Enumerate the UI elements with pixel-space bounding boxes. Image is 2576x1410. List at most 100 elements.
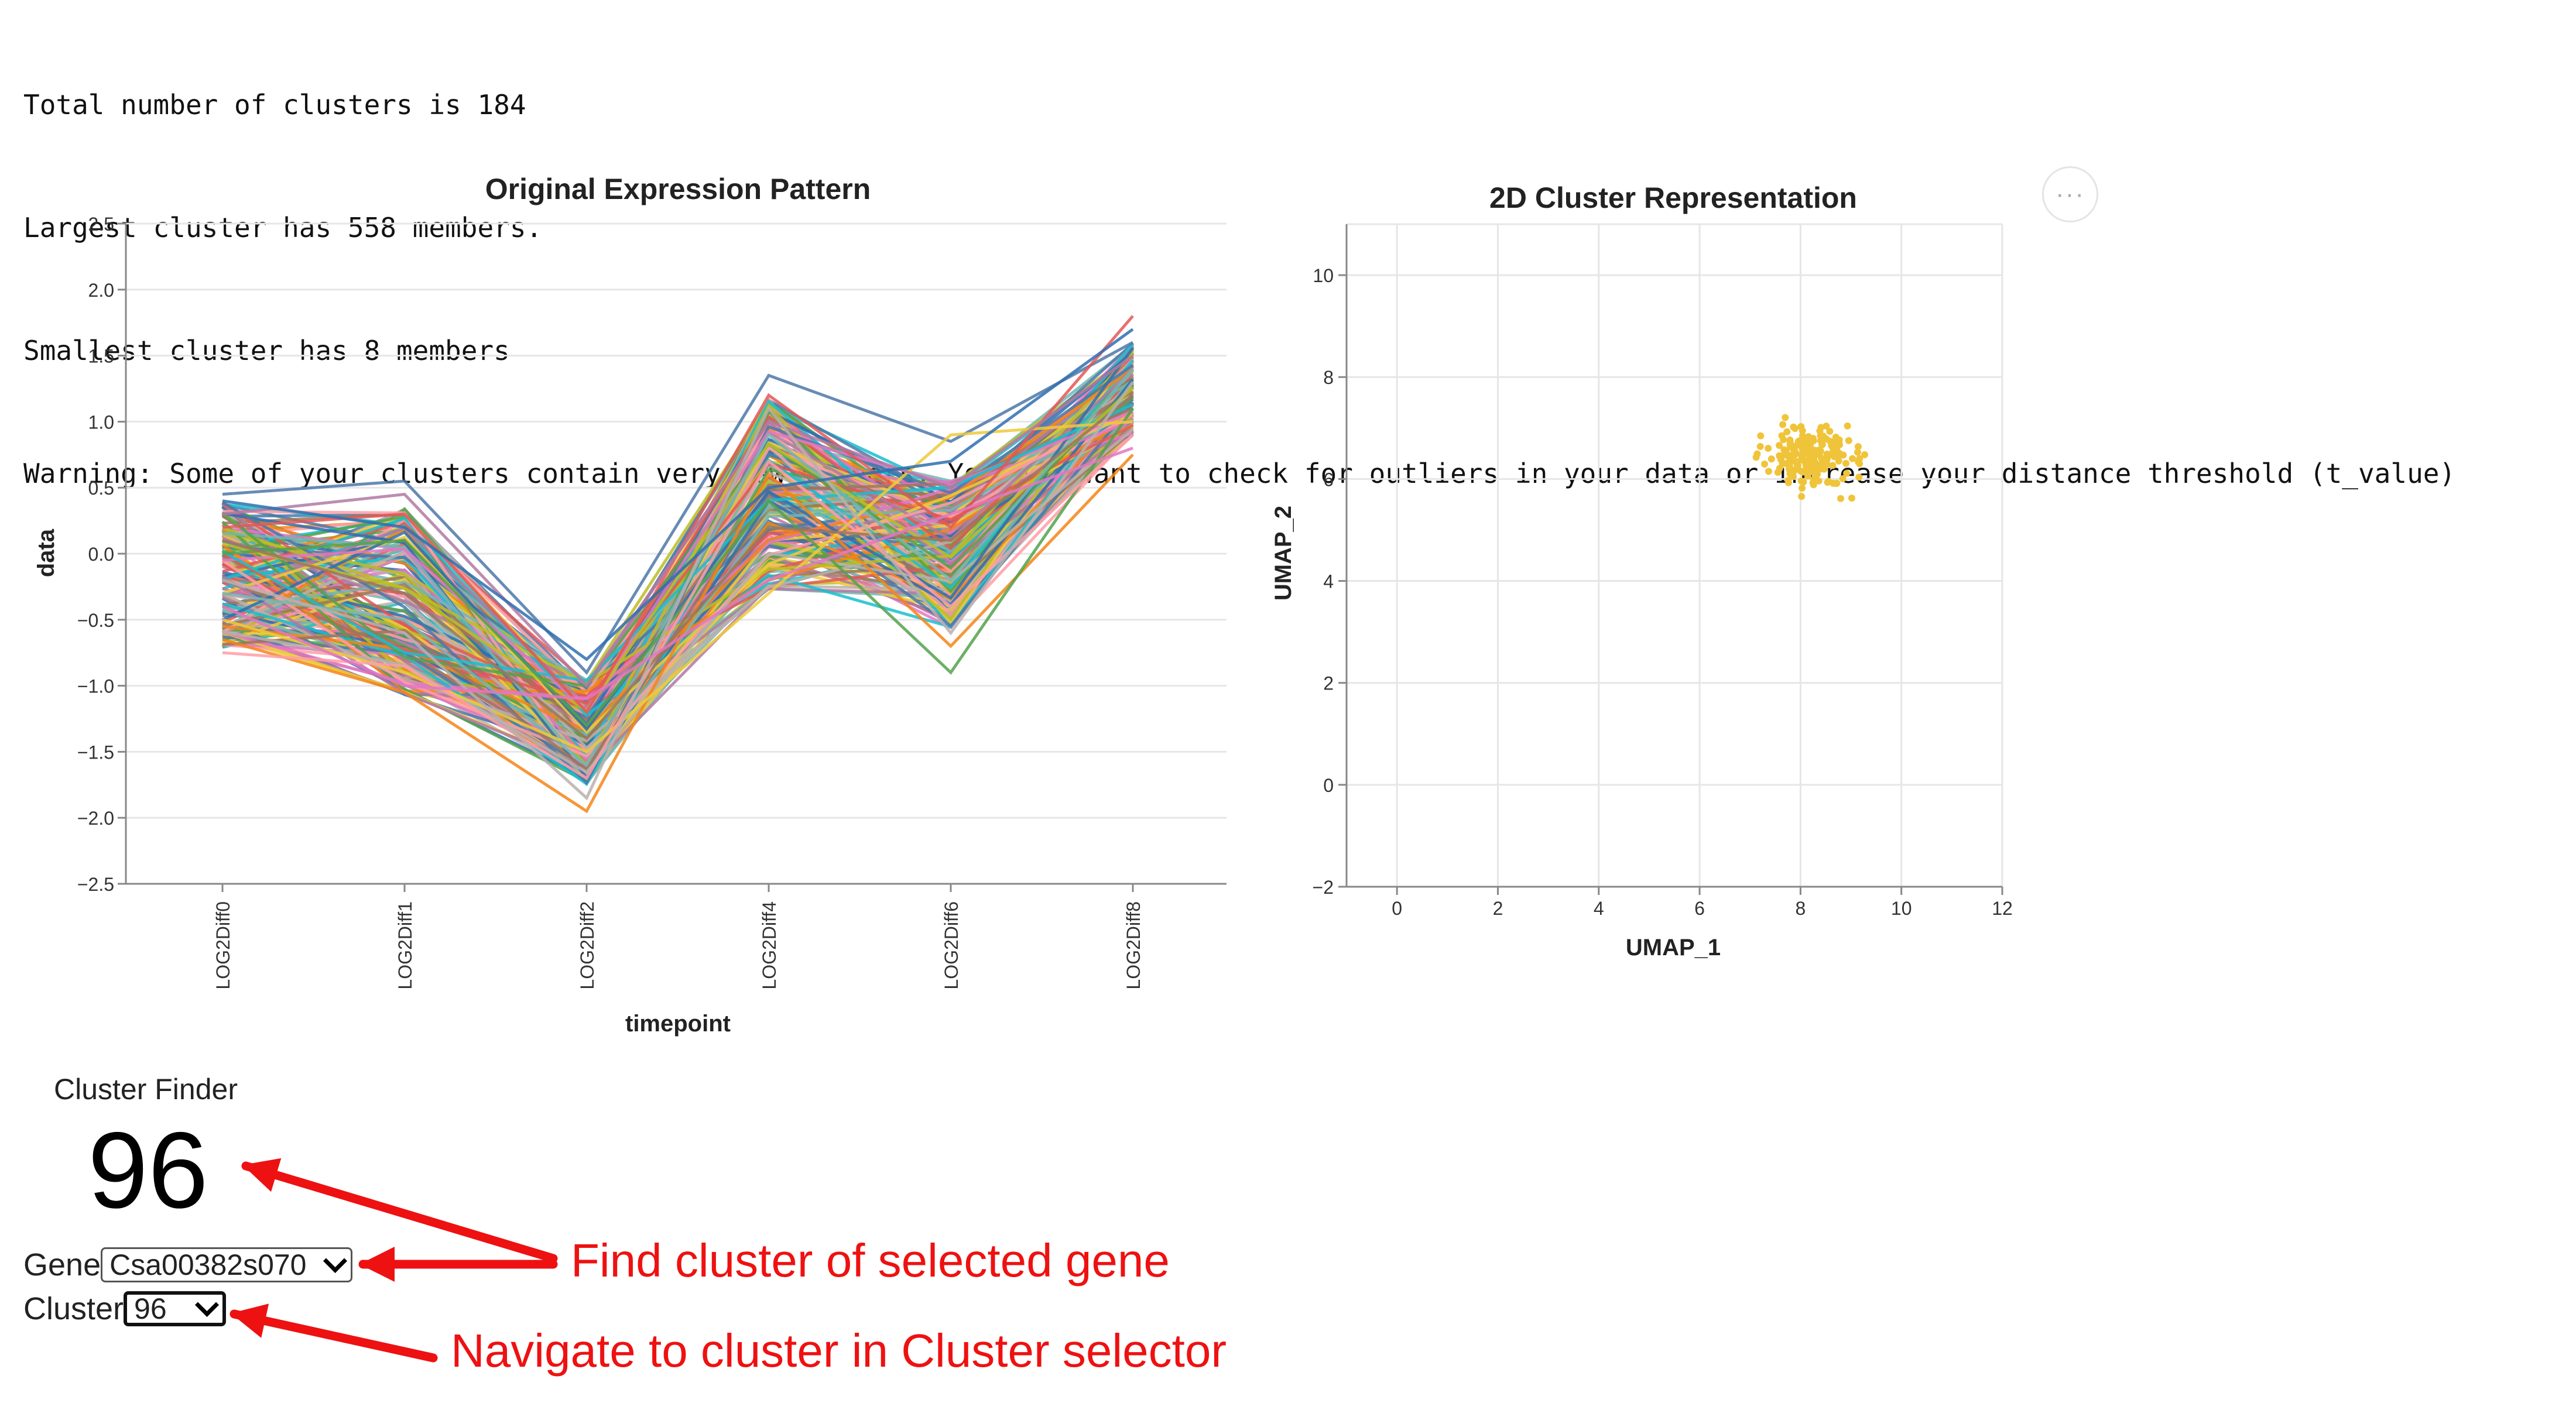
- scatter-point: [1800, 478, 1807, 486]
- scatter-point: [1823, 423, 1830, 430]
- scatter-point: [1835, 457, 1842, 465]
- expression-series-line: [222, 341, 1134, 675]
- scatter-point: [1780, 451, 1788, 459]
- line-chart-y-tick-label: 0.0: [88, 544, 114, 565]
- scatter-chart-grid: [1347, 223, 2003, 888]
- scatter-point: [1829, 462, 1837, 469]
- expression-series-line: [222, 328, 1134, 661]
- line-chart-axes: 2.5 2.0 1.5 1.0 0.5 0.0 −0.5 −1.0 −1.5 −2.0 −2.5 LO…: [77, 214, 1227, 990]
- expression-series-line: [222, 394, 1134, 741]
- scatter-point: [1793, 465, 1800, 473]
- scatter-y-tick-label: −2: [1313, 877, 1334, 898]
- line-chart-x-tick-label: LOG2Diff0: [213, 901, 234, 990]
- line-chart-series: [221, 315, 1135, 814]
- scatter-chart-axes: 0 2 4 6 8 10 12 10 8 6 4 2 0 −2: [1313, 224, 2013, 919]
- scatter-x-tick-label: 4: [1594, 898, 1604, 919]
- scatter-point: [1848, 495, 1855, 502]
- expression-series-line: [222, 434, 1134, 780]
- expression-series-line: [221, 347, 1135, 732]
- scatter-x-tick-label: 0: [1392, 898, 1402, 919]
- annotation-gene-note: Find cluster of selected gene: [571, 1234, 1170, 1287]
- log-line-largest: Largest cluster has 558 members.: [23, 212, 543, 243]
- line-chart-x-label: timepoint: [625, 1011, 731, 1037]
- scatter-point: [1829, 444, 1837, 451]
- expression-series-line: [221, 407, 1134, 758]
- line-chart-x-tick-label: LOG2Diff8: [1123, 901, 1144, 990]
- scatter-point: [1826, 427, 1834, 435]
- chart-actions-menu-button[interactable]: ···: [2042, 166, 2098, 222]
- line-chart-y-tick-label: 1.5: [88, 346, 114, 367]
- scatter-point: [1786, 439, 1794, 446]
- expression-series-line: [222, 354, 1134, 688]
- scatter-point: [1756, 442, 1764, 450]
- arrow-to-cluster-select: [229, 1303, 438, 1363]
- scatter-point: [1818, 441, 1826, 448]
- scatter-point: [1837, 495, 1844, 502]
- scatter-point: [1835, 436, 1843, 444]
- scatter-point: [1793, 450, 1800, 457]
- scatter-point: [1767, 455, 1775, 463]
- scatter-point: [1786, 470, 1794, 478]
- line-chart-x-tick-label: LOG2Diff6: [941, 901, 962, 990]
- scatter-point: [1856, 460, 1864, 468]
- scatter-point: [1761, 460, 1768, 468]
- line-chart-x-tick-label: LOG2Diff2: [577, 901, 598, 990]
- scatter-point: [1854, 448, 1861, 456]
- line-chart-y-tick-label: 1.0: [88, 411, 114, 433]
- scatter-point: [1854, 443, 1862, 450]
- scatter-point: [1820, 465, 1828, 473]
- scatter-point: [1799, 432, 1806, 440]
- scatter-point: [1776, 442, 1783, 449]
- scatter-point: [1799, 468, 1807, 476]
- line-chart-x-tick-label: LOG2Diff1: [395, 901, 416, 990]
- expression-series-line: [222, 386, 1134, 713]
- scatter-point: [1774, 469, 1782, 476]
- expression-series-line: [222, 407, 1135, 728]
- scatter-chart-points: [1752, 414, 1868, 502]
- scatter-point: [1818, 459, 1826, 466]
- scatter-point: [1757, 432, 1765, 440]
- expression-series-line: [222, 454, 1134, 814]
- scatter-point: [1799, 485, 1806, 492]
- scatter-point: [1779, 421, 1787, 428]
- line-chart-y-tick-label: 2.0: [88, 280, 114, 301]
- scatter-point: [1830, 453, 1838, 461]
- line-chart-y-tick-label: −1.0: [77, 676, 114, 697]
- scatter-y-tick-label: 6: [1323, 469, 1334, 490]
- scatter-y-tick-label: 2: [1323, 673, 1334, 694]
- cluster-select[interactable]: 96: [124, 1291, 227, 1326]
- gene-label: Gene: [23, 1247, 101, 1282]
- log-line-total: Total number of clusters is 184: [23, 89, 526, 121]
- scatter-x-tick-label: 12: [1992, 898, 2013, 919]
- scatter-point: [1861, 451, 1868, 458]
- scatter-point: [1845, 437, 1852, 444]
- scatter-y-tick-label: 0: [1323, 775, 1334, 796]
- scatter-point: [1793, 459, 1801, 467]
- scatter-point: [1814, 447, 1822, 454]
- scatter-x-tick-label: 8: [1795, 898, 1806, 919]
- more-icon: ···: [2056, 180, 2085, 208]
- scatter-point: [1833, 479, 1841, 487]
- annotation-cluster-note: Navigate to cluster in Cluster selector: [451, 1325, 1227, 1377]
- scatter-point: [1843, 469, 1851, 477]
- scatter-point: [1806, 445, 1814, 452]
- chevron-down-icon: [195, 1292, 220, 1317]
- scatter-point: [1798, 493, 1806, 500]
- expression-series-line: [222, 447, 1133, 701]
- scatter-point: [1783, 428, 1791, 435]
- cluster-finder-title: Cluster Finder: [54, 1073, 238, 1106]
- expression-line-chart: Original Expression Pattern 2.5 2.0 1.5 1.0…: [33, 173, 1227, 1037]
- scatter-point: [1839, 451, 1847, 459]
- line-chart-y-tick-label: 2.5: [88, 214, 114, 235]
- scatter-point: [1856, 455, 1864, 462]
- gene-select[interactable]: Csa00382s070: [101, 1247, 353, 1282]
- gene-select-value: Csa00382s070: [109, 1248, 307, 1281]
- expression-series-line: [222, 381, 1135, 801]
- scatter-chart-y-label: UMAP_2: [1270, 506, 1296, 601]
- arrow-to-number: [241, 1158, 558, 1263]
- scatter-y-tick-label: 4: [1323, 571, 1334, 592]
- scatter-point: [1782, 414, 1789, 421]
- scatter-point: [1791, 425, 1799, 433]
- cluster-row: Cluster 96: [23, 1291, 227, 1327]
- scatter-point: [1806, 450, 1813, 458]
